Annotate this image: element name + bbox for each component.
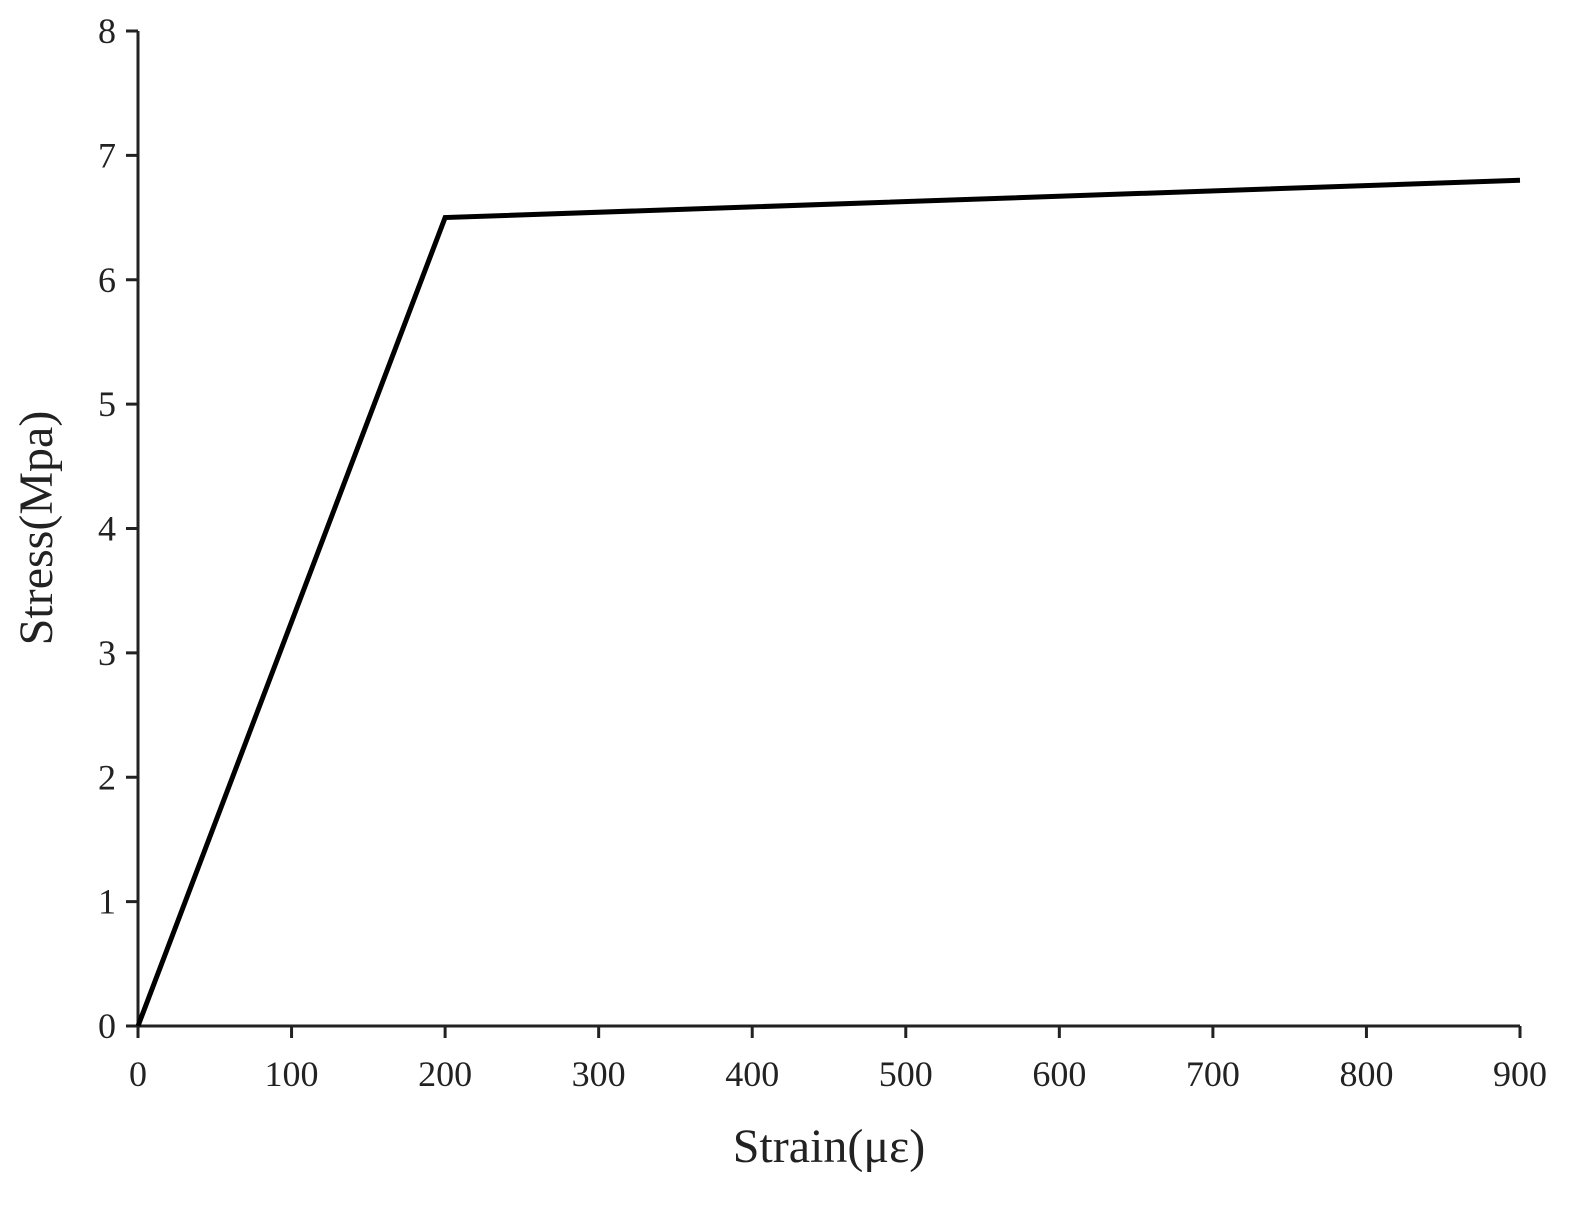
x-tick-label: 600 — [1032, 1054, 1086, 1094]
x-tick-label: 900 — [1493, 1054, 1547, 1094]
y-axis-title: Stress(Mpa) — [10, 411, 63, 646]
x-tick-label: 200 — [418, 1054, 472, 1094]
y-tick-label: 8 — [98, 11, 116, 51]
x-tick-label: 500 — [879, 1054, 933, 1094]
y-tick-label: 7 — [98, 135, 116, 175]
y-tick-label: 6 — [98, 260, 116, 300]
y-tick-label: 2 — [98, 757, 116, 797]
x-tick-label: 800 — [1339, 1054, 1393, 1094]
x-axis-title: Strain(με) — [733, 1120, 926, 1173]
x-tick-label: 300 — [572, 1054, 626, 1094]
y-tick-label: 5 — [98, 384, 116, 424]
x-tick-label: 700 — [1186, 1054, 1240, 1094]
x-tick-label: 100 — [265, 1054, 319, 1094]
x-tick-label: 400 — [725, 1054, 779, 1094]
y-tick-label: 0 — [98, 1006, 116, 1046]
y-tick-label: 1 — [98, 882, 116, 922]
line — [135, 177, 1521, 1027]
x-tick-label: 0 — [129, 1054, 147, 1094]
y-tick-label: 3 — [98, 633, 116, 673]
y-tick-label: 4 — [98, 509, 116, 549]
